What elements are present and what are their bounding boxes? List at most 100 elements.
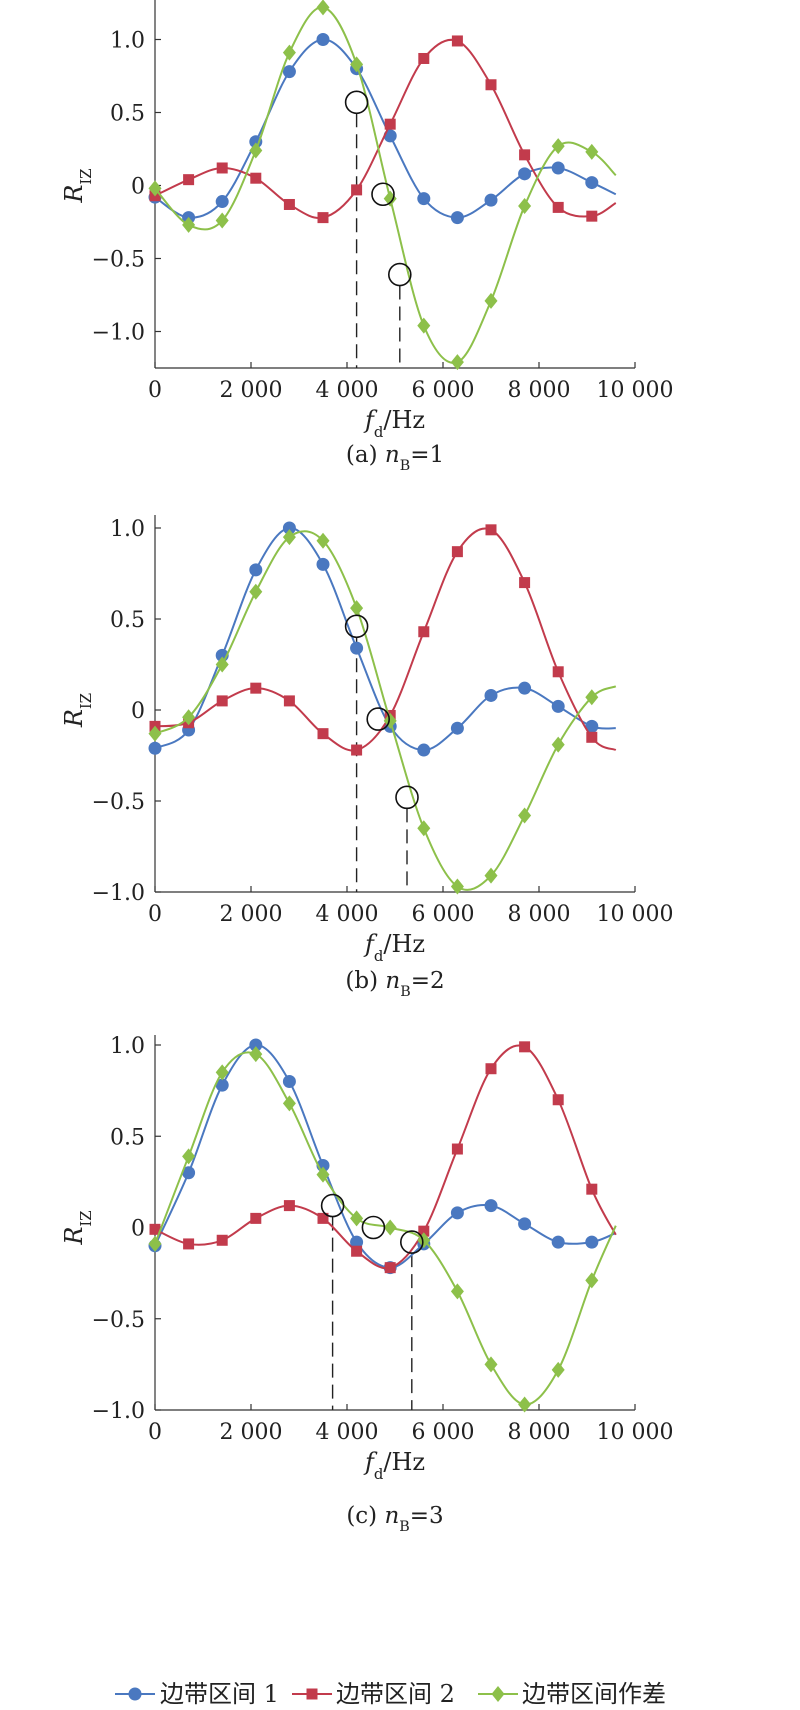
y-label-var: R	[60, 709, 88, 728]
y-tick-label: 0.5	[110, 102, 145, 127]
data-point	[551, 1235, 565, 1249]
chart-caption: (b) nB=2	[345, 968, 444, 1000]
chart-panel: 1.00.50−0.5−1.00 2 000 4 000 6 000 8 000 10 0…	[60, 1034, 673, 1535]
caption-var: n	[385, 968, 400, 994]
data-point	[249, 583, 263, 600]
y-label-sub: ΙZ	[77, 693, 95, 709]
data-point	[484, 688, 498, 702]
legend-marker	[128, 1687, 142, 1701]
y-tick-label: −0.5	[92, 248, 145, 273]
x-tick-label: 10 000	[597, 1420, 674, 1445]
legend-label: 边带区间作差	[522, 1680, 666, 1708]
data-point	[350, 1235, 364, 1249]
caption-suffix: =1	[410, 442, 444, 468]
data-point	[182, 1166, 196, 1180]
x-label-sub: d	[374, 947, 384, 965]
x-tick-label: 8 000	[508, 378, 571, 403]
data-point	[451, 35, 463, 47]
data-point	[519, 149, 531, 161]
data-point	[485, 1063, 497, 1075]
data-point	[484, 1356, 498, 1373]
chart-panel: 1.00.50−0.5−1.00 2 000 4 000 6 000 8 000 10 0…	[60, 515, 673, 1000]
data-point	[282, 1095, 296, 1112]
highlight-circle	[399, 1230, 424, 1254]
data-point	[317, 212, 329, 224]
data-point	[249, 135, 263, 149]
caption-prefix: (a)	[346, 442, 385, 468]
data-point	[215, 1064, 229, 1081]
y-label-var: R	[60, 1227, 88, 1246]
data-point	[215, 656, 229, 673]
legend-label: 边带区间 2	[336, 1680, 455, 1708]
legend-label: 边带区间 1	[160, 1680, 279, 1708]
data-point	[585, 689, 599, 706]
data-point	[586, 210, 598, 222]
x-tick-label: 0	[148, 378, 162, 403]
data-point	[216, 1234, 228, 1246]
data-point	[451, 546, 463, 558]
data-point	[551, 1361, 565, 1378]
data-point	[183, 1238, 195, 1250]
x-tick-label: 2 000	[220, 902, 283, 927]
y-tick-label: 1.0	[110, 1034, 145, 1059]
data-point	[316, 33, 330, 46]
x-tick-label: 4 000	[316, 902, 379, 927]
data-point	[215, 195, 229, 209]
data-point	[519, 1041, 531, 1053]
data-point	[350, 56, 364, 73]
data-point	[518, 167, 532, 181]
series-line	[154, 1043, 617, 1269]
data-point	[450, 1283, 464, 1300]
x-tick-label: 2 000	[220, 378, 283, 403]
data-point	[182, 709, 196, 726]
data-point	[148, 725, 162, 742]
data-point	[418, 626, 430, 638]
y-label-var: R	[60, 185, 88, 204]
data-point	[552, 1094, 564, 1106]
data-point	[148, 741, 162, 755]
x-label-sub: d	[374, 423, 384, 441]
data-point	[215, 212, 229, 229]
x-label-unit: /Hz	[383, 1448, 425, 1476]
data-point	[586, 731, 598, 743]
data-point	[585, 176, 599, 190]
x-tick-label: 6 000	[412, 1420, 475, 1445]
y-tick-label: 0	[131, 1217, 145, 1242]
x-tick-label: 2 000	[220, 1420, 283, 1445]
data-point	[585, 1235, 599, 1249]
data-point	[484, 193, 498, 207]
data-point	[551, 699, 565, 713]
legend: 边带区间 1 边带区间 2 边带区间作差	[115, 1680, 666, 1708]
highlight-circle	[366, 707, 391, 731]
x-tick-label: 6 000	[412, 378, 475, 403]
data-point	[450, 878, 464, 895]
highlight-circle	[371, 182, 395, 207]
data-point	[518, 681, 532, 695]
data-point	[215, 1078, 229, 1092]
data-point	[249, 1046, 263, 1063]
y-tick-label: 0	[131, 175, 145, 200]
data-point	[384, 118, 396, 130]
data-point	[585, 1272, 599, 1289]
y-axis-label: RΙZ	[60, 168, 95, 203]
data-point	[351, 744, 363, 756]
data-point	[485, 524, 497, 536]
y-tick-label: 1.0	[110, 29, 145, 54]
data-point	[182, 1148, 196, 1165]
x-label-unit: /Hz	[383, 406, 425, 434]
data-point	[149, 1223, 161, 1235]
data-point	[148, 180, 162, 197]
x-tick-label: 4 000	[316, 378, 379, 403]
x-label-sub: d	[374, 1465, 384, 1483]
data-point	[216, 162, 228, 174]
data-point	[250, 682, 262, 694]
x-tick-label: 8 000	[508, 1420, 571, 1445]
highlight-circle	[344, 90, 369, 115]
data-point	[417, 820, 431, 837]
data-point	[350, 600, 364, 617]
data-point	[585, 719, 599, 733]
highlight-circle	[361, 1215, 386, 1240]
x-tick-label: 10 000	[597, 378, 674, 403]
data-point	[552, 666, 564, 678]
